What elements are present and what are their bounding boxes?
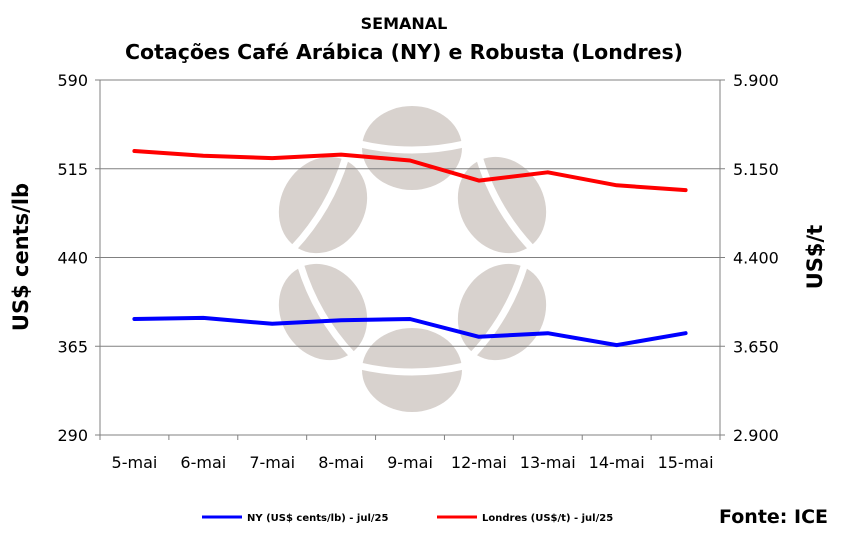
right-tick-label: 3.650 [733,337,779,356]
x-tick-label: 8-mai [318,453,364,472]
data-point [409,159,411,161]
right-tick-label: 4.400 [733,249,779,268]
right-tick-label: 5.900 [733,71,779,90]
right-tick-label: 2.900 [733,426,779,445]
left-axis-ticks: 290 365 440 515 590 [57,71,100,445]
right-axis-title: US$/t [803,225,827,290]
x-tick-label: 7-mai [249,453,295,472]
x-tick-label: 15-mai [658,453,714,472]
left-tick-label: 590 [57,71,88,90]
coffee-beans-watermark [278,106,547,412]
legend-label-ny: NY (US$ cents/lb) - jul/25 [247,513,388,524]
x-tick-label: 6-mai [180,453,226,472]
bean-icon [359,106,465,190]
data-point [202,155,204,157]
right-axis-ticks: 2.900 3.650 4.400 5.150 5.900 [720,71,779,445]
data-point [547,332,549,334]
x-tick-label: 14-mai [589,453,645,472]
data-point [616,184,618,186]
left-axis-title: US$ cents/lb [9,183,33,331]
data-point [616,344,618,346]
x-tick-label: 5-mai [112,453,158,472]
data-point [547,171,549,173]
legend-label-londres: Londres (US$/t) - jul/25 [482,513,613,524]
data-point [409,318,411,320]
x-tick-label: 12-mai [451,453,507,472]
chart-subtitle: Cotações Café Arábica (NY) e Robusta (Lo… [125,40,683,64]
data-point [340,154,342,156]
left-tick-label: 440 [57,249,88,268]
data-point [271,323,273,325]
chart-title: SEMANAL [361,14,448,33]
right-tick-label: 5.150 [733,160,779,179]
data-point [685,189,687,191]
data-point [202,317,204,319]
data-point [478,336,480,338]
left-tick-label: 290 [57,426,88,445]
data-point [271,157,273,159]
data-point [478,180,480,182]
data-point [133,150,135,152]
bean-icon [359,328,465,412]
data-point [133,318,135,320]
left-tick-label: 515 [57,160,88,179]
x-axis-ticks: 5-mai 6-mai 7-mai 8-mai 9-mai 12-mai 13-mai 14-… [99,435,721,472]
series-lines [132,149,688,348]
data-point [340,319,342,321]
data-point [685,332,687,334]
left-tick-label: 365 [57,337,88,356]
x-tick-label: 9-mai [387,453,433,472]
x-tick-label: 13-mai [520,453,576,472]
legend: NY (US$ cents/lb) - jul/25 Londres (US$/… [202,513,613,524]
source-label: Fonte: ICE [719,506,828,528]
